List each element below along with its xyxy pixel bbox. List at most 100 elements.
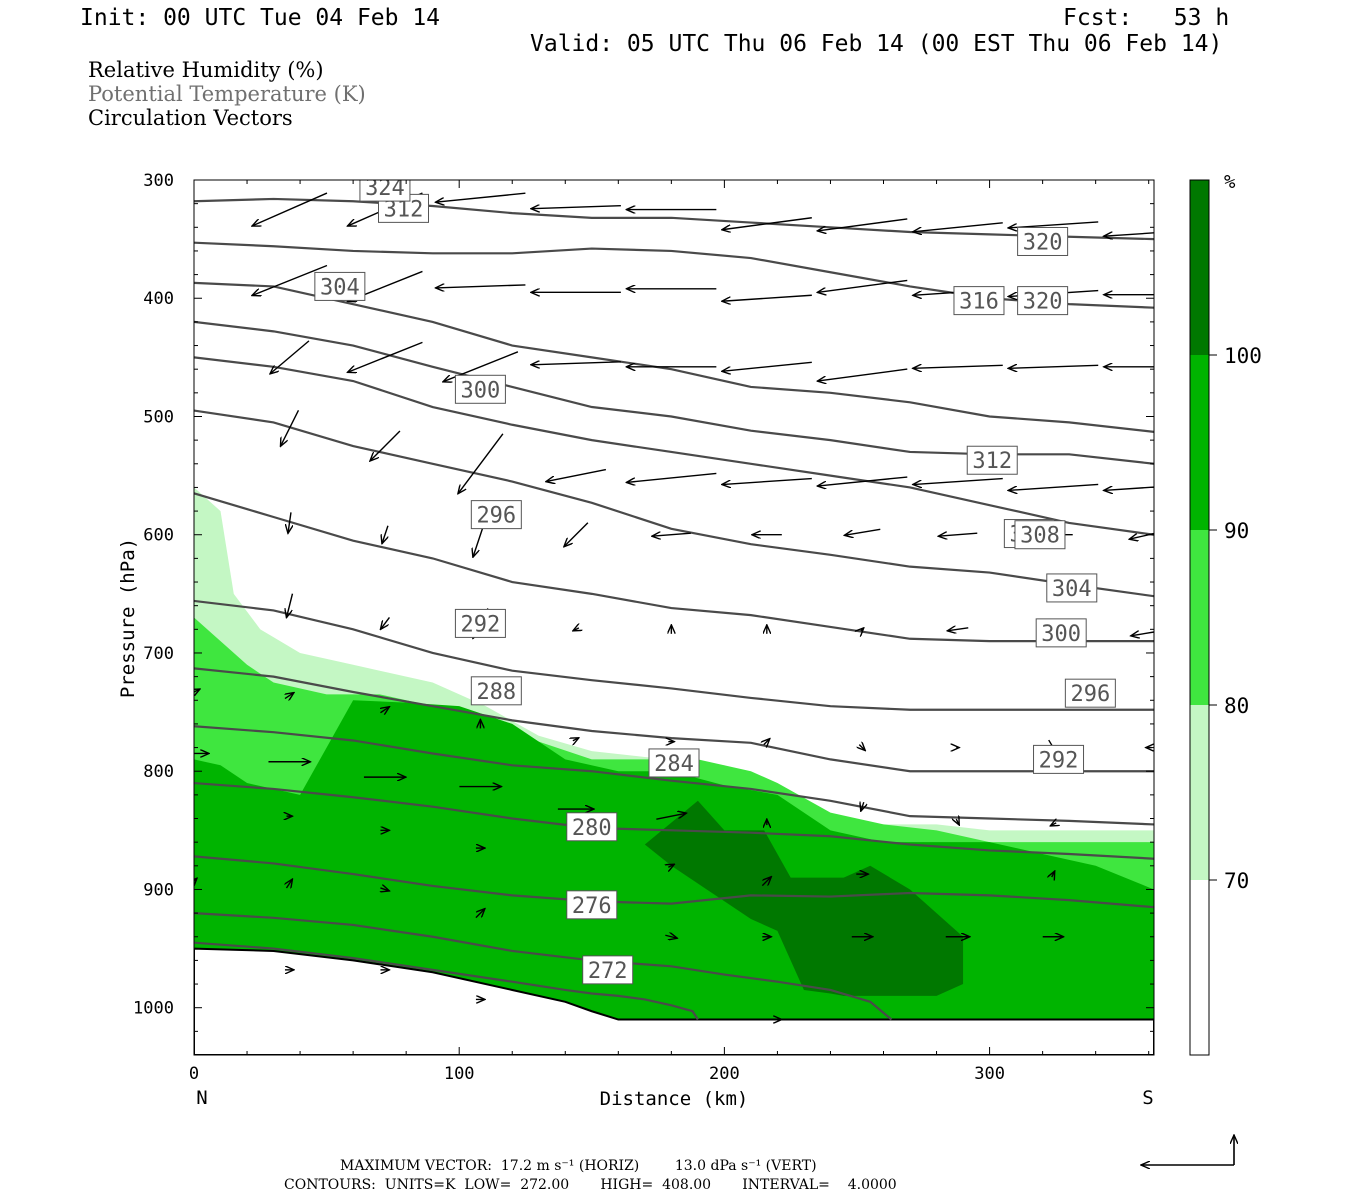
isentrope-label-text: 316 bbox=[959, 290, 999, 315]
circulation-vector bbox=[435, 192, 526, 202]
colorbar-segment bbox=[1190, 530, 1209, 705]
y-tick-label: 700 bbox=[143, 644, 174, 664]
y-tick-label: 300 bbox=[143, 171, 174, 191]
isentrope-284 bbox=[194, 781, 1154, 860]
circulation-vector bbox=[668, 864, 674, 867]
y-tick-label: 600 bbox=[143, 526, 174, 546]
circulation-vector bbox=[722, 477, 812, 485]
circulation-vector bbox=[665, 935, 677, 938]
circulation-vector bbox=[382, 525, 389, 544]
y-axis-label: Pressure (hPa) bbox=[117, 538, 139, 698]
circulation-vector bbox=[913, 222, 1003, 232]
circulation-vector bbox=[1008, 221, 1099, 228]
colorbar-segment bbox=[1190, 180, 1209, 355]
isentrope-label-box bbox=[359, 180, 411, 202]
circulation-vector bbox=[1050, 823, 1056, 826]
circulation-vector bbox=[956, 819, 959, 825]
isentrope-308 bbox=[194, 356, 1154, 536]
isentrope-label-box bbox=[470, 676, 522, 706]
circulation-vector bbox=[859, 745, 865, 751]
y-tick-label: 500 bbox=[143, 407, 174, 427]
colorbar-segment bbox=[1190, 705, 1209, 880]
isentrope-label: 292 bbox=[454, 608, 506, 638]
circulation-vector bbox=[380, 888, 389, 891]
y-tick-label: 400 bbox=[143, 289, 174, 309]
isentrope-label: 292 bbox=[1033, 744, 1085, 774]
circulation-vector bbox=[817, 476, 908, 486]
isentrope-label-box bbox=[1064, 678, 1116, 708]
isentrope-label-text: 320 bbox=[1023, 230, 1063, 255]
circulation-vector bbox=[861, 628, 864, 631]
circulation-vector bbox=[861, 802, 864, 811]
x-tick-label: 0 bbox=[189, 1064, 199, 1084]
terrain bbox=[194, 947, 1154, 1055]
circulation-vector bbox=[458, 433, 504, 494]
isentrope-324 bbox=[194, 197, 1154, 241]
isentrope-label-text: 308 bbox=[1020, 524, 1060, 549]
colorbar-frame bbox=[1189, 179, 1210, 1056]
isentrope-label: 324 bbox=[359, 180, 411, 202]
isentrope-label-box bbox=[470, 500, 522, 530]
isentrope-label-text: 320 bbox=[1023, 290, 1063, 315]
isentrope-label-box bbox=[314, 271, 366, 301]
isentrope-label-text: 280 bbox=[572, 816, 612, 841]
colorbar-level-label: 70 bbox=[1224, 869, 1249, 893]
circulation-vector bbox=[947, 628, 969, 631]
x-tick-label: 300 bbox=[974, 1064, 1005, 1084]
rh-100-region bbox=[644, 800, 964, 996]
isentrope-label-box bbox=[454, 374, 506, 404]
isentrope-label: 304 bbox=[314, 271, 366, 301]
isentrope-label-box bbox=[1014, 520, 1066, 550]
circulation-vector bbox=[938, 533, 978, 536]
circulation-vector bbox=[280, 409, 300, 446]
isentrope-label: 280 bbox=[566, 812, 618, 842]
circulation-vector bbox=[913, 477, 1003, 485]
isentrope-label: 316 bbox=[376, 116, 426, 144]
circulation-vector bbox=[564, 522, 589, 547]
circulation-vector bbox=[286, 593, 294, 618]
isentrope-304 bbox=[194, 409, 1154, 598]
isentrope-label: 316 bbox=[953, 286, 1005, 316]
isentrope-label: 276 bbox=[566, 890, 618, 920]
isentrope-label-text: 304 bbox=[1052, 577, 1092, 602]
circulation-vector bbox=[722, 294, 812, 301]
isentrope-label: 284 bbox=[648, 748, 700, 778]
circulation-vector bbox=[656, 813, 686, 820]
circulation-vector bbox=[573, 628, 579, 631]
y-tick-label: 900 bbox=[143, 880, 174, 900]
colorbar-level-label: 80 bbox=[1224, 694, 1249, 718]
isentrope-label-box bbox=[1017, 226, 1069, 256]
isentrope-label-box bbox=[966, 445, 1018, 475]
isentrope-label: 320 bbox=[1017, 286, 1069, 316]
circulation-vector bbox=[1104, 230, 1154, 236]
legend-vectors: Circulation Vectors bbox=[88, 106, 293, 130]
isentrope-label-text: 276 bbox=[572, 894, 612, 919]
circulation-vector bbox=[817, 368, 908, 381]
circulation-vector bbox=[380, 707, 389, 713]
isentrope-label: 312 bbox=[966, 445, 1018, 475]
isentrope-288 bbox=[194, 725, 1154, 826]
circulation-vector bbox=[531, 206, 621, 209]
circulation-vector bbox=[286, 879, 292, 888]
isentrope-label-box bbox=[582, 955, 634, 985]
isentrope-label-box bbox=[376, 116, 426, 144]
contour-note: CONTOURS: UNITS=K LOW= 272.00 HIGH= 408.… bbox=[284, 1177, 897, 1193]
x-tick-label: 200 bbox=[709, 1064, 740, 1084]
circulation-vector bbox=[652, 533, 691, 536]
isentrope-label: 320 bbox=[1017, 226, 1069, 256]
circulation-vector bbox=[252, 264, 328, 296]
south-label: S bbox=[1142, 1087, 1153, 1109]
circulation-vector bbox=[913, 365, 1003, 368]
isentrope-label-box bbox=[1017, 286, 1069, 316]
circulation-vector bbox=[817, 279, 908, 292]
circulation-vector bbox=[764, 739, 770, 745]
circulation-vector bbox=[1008, 365, 1099, 368]
isentrope-label-text: 292 bbox=[1039, 748, 1079, 773]
isentrope-label-text: 296 bbox=[476, 504, 516, 529]
circulation-vector bbox=[288, 512, 291, 533]
isentrope-296 bbox=[194, 599, 1154, 711]
circulation-vector bbox=[531, 362, 621, 365]
legend-rh: Relative Humidity (%) bbox=[88, 58, 324, 82]
circulation-vector bbox=[347, 341, 423, 372]
circulation-vector bbox=[1104, 484, 1154, 490]
